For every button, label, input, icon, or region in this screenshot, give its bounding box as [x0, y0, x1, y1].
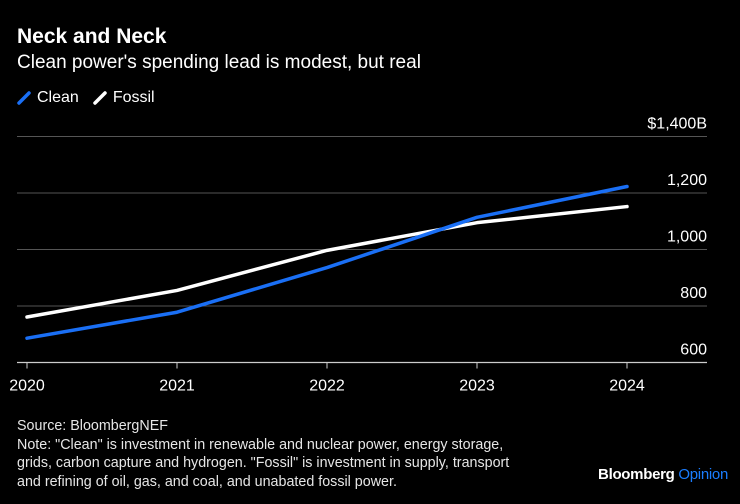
- source-note: Source: BloombergNEF: [17, 418, 168, 434]
- legend-swatch-fossil: [93, 91, 107, 105]
- legend-swatch-clean: [17, 91, 31, 105]
- x-tick-label: 2020: [9, 378, 45, 395]
- series-line-clean: [25, 184, 629, 340]
- note-line: and refining of oil, gas, and coal, and …: [17, 473, 397, 490]
- legend: Clean Fossil: [17, 89, 155, 107]
- x-tick-label: 2021: [159, 378, 195, 395]
- chart-title: Neck and Neck: [17, 25, 167, 48]
- y-tick-label: 1,000: [667, 229, 707, 246]
- brand-section: Opinion: [678, 466, 728, 483]
- line-chart: 600 800 1,000 1,200 $1,400B 2020 2021 2022 2023 2…: [9, 116, 707, 395]
- chart-subtitle: Clean power's spending lead is modest, b…: [17, 52, 421, 73]
- x-tick-label: 2022: [309, 378, 345, 395]
- y-tick-label: $1,400B: [647, 116, 707, 133]
- note-line: grids, carbon capture and hydrogen. "Fos…: [17, 455, 510, 471]
- legend-item-fossil: Fossil: [93, 89, 155, 107]
- y-tick-label: 600: [680, 342, 707, 359]
- y-tick-label: 800: [680, 285, 707, 302]
- legend-item-clean: Clean: [17, 89, 79, 107]
- legend-label-clean: Clean: [37, 89, 79, 106]
- x-tick-label: 2023: [459, 378, 495, 395]
- legend-label-fossil: Fossil: [112, 89, 155, 106]
- bloomberg-opinion-logo: Bloomberg Opinion: [598, 466, 728, 483]
- series-line-fossil: [25, 204, 629, 319]
- y-tick-label: 1,200: [667, 172, 707, 189]
- footer: Source: BloombergNEF Note: "Clean" is in…: [17, 417, 509, 491]
- x-tick-label: 2024: [609, 378, 645, 395]
- note-line: Note: "Clean" is investment in renewable…: [17, 436, 504, 453]
- brand-name: Bloomberg: [598, 466, 675, 483]
